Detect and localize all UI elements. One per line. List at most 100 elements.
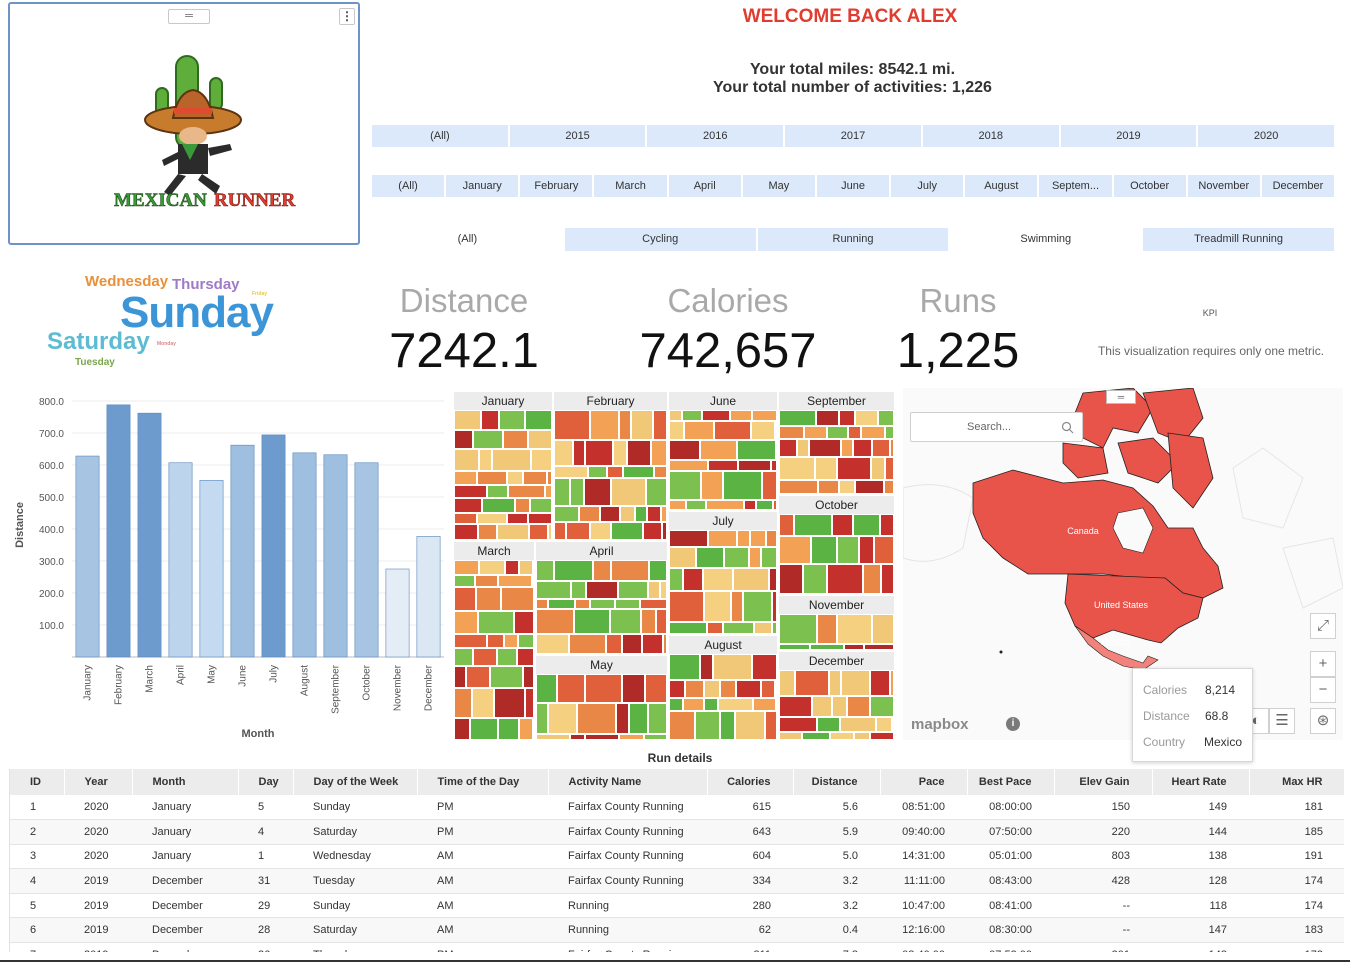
treemap-cell[interactable]	[708, 530, 737, 547]
treemap-cell[interactable]	[472, 688, 494, 718]
year-filter-option[interactable]: 2018	[922, 125, 1061, 147]
treemap-cell[interactable]	[536, 609, 574, 634]
fullscreen-icon[interactable]: ⤢	[1310, 613, 1336, 639]
treemap-cell[interactable]	[832, 696, 847, 717]
treemap-cell[interactable]	[635, 506, 647, 522]
bar-january[interactable]	[75, 455, 100, 658]
treemap-cell[interactable]	[779, 480, 818, 494]
month-filter-option[interactable]: April	[668, 175, 743, 197]
treemap-cell[interactable]	[669, 568, 683, 591]
reset-orientation-icon[interactable]: ⊛	[1310, 708, 1336, 734]
treemap-cell[interactable]	[505, 560, 519, 575]
treemap-cell[interactable]	[498, 718, 519, 740]
treemap-cell[interactable]	[530, 498, 552, 513]
treemap-cell[interactable]	[753, 698, 776, 711]
treemap-cell[interactable]	[863, 564, 881, 594]
treemap-cell[interactable]	[477, 513, 507, 524]
treemap-cell[interactable]	[809, 439, 841, 457]
treemap-cell[interactable]	[839, 480, 855, 494]
treemap-cell[interactable]	[735, 711, 765, 740]
treemap-cell[interactable]	[585, 440, 613, 466]
column-header[interactable]: Pace	[880, 769, 968, 795]
treemap-cell[interactable]	[853, 439, 872, 457]
treemap-cell[interactable]	[531, 449, 552, 471]
treemap-cell[interactable]	[870, 732, 894, 740]
treemap-cell[interactable]	[554, 410, 590, 440]
column-header[interactable]: Activity Name	[548, 769, 708, 795]
column-header[interactable]: Best Pace	[967, 769, 1055, 795]
treemap-cell[interactable]	[523, 471, 547, 485]
treemap-cell[interactable]	[536, 703, 548, 734]
treemap-cell[interactable]	[872, 439, 890, 457]
treemap-cell[interactable]	[751, 421, 775, 440]
treemap-cell[interactable]	[844, 644, 864, 650]
treemap-cell[interactable]	[487, 485, 508, 498]
column-header[interactable]: Distance	[793, 769, 881, 795]
treemap-cell[interactable]	[720, 680, 736, 698]
treemap-cell[interactable]	[669, 547, 696, 568]
treemap-cell[interactable]	[752, 654, 777, 680]
treemap-cell[interactable]	[704, 698, 718, 711]
treemap-cell[interactable]	[779, 439, 797, 457]
treemap-cell[interactable]	[585, 734, 619, 740]
month-filter-option[interactable]: January	[446, 175, 521, 197]
treemap-cell[interactable]	[627, 440, 651, 466]
treemap-cell[interactable]	[700, 440, 737, 460]
treemap-cell[interactable]	[607, 466, 623, 478]
treemap-cell[interactable]	[528, 513, 552, 524]
column-header[interactable]: Calories	[707, 769, 794, 795]
treemap-cell[interactable]	[622, 674, 645, 703]
treemap-cell[interactable]	[810, 644, 844, 650]
treemap-cell[interactable]	[519, 560, 533, 575]
treemap-month[interactable]: April	[536, 542, 667, 654]
treemap-cell[interactable]	[554, 466, 588, 478]
treemap-cell[interactable]	[644, 734, 667, 740]
treemap-cell[interactable]	[570, 478, 584, 506]
bar-march[interactable]	[137, 412, 162, 658]
treemap-cell[interactable]	[615, 599, 640, 609]
treemap-cell[interactable]	[733, 568, 769, 591]
treemap-cell[interactable]	[765, 711, 777, 740]
treemap-cell[interactable]	[737, 440, 776, 460]
treemap-cell[interactable]	[890, 439, 894, 457]
treemap-cell[interactable]	[648, 703, 667, 734]
treemap-cell[interactable]	[575, 599, 590, 609]
wordcloud-word[interactable]: Monday	[157, 341, 176, 347]
treemap-cell[interactable]	[622, 634, 642, 654]
year-filter-option[interactable]: 2019	[1060, 125, 1199, 147]
treemap-cell[interactable]	[812, 696, 832, 717]
treemap-month[interactable]: March	[454, 542, 534, 740]
treemap-cell[interactable]	[499, 410, 525, 430]
treemap-cell[interactable]	[772, 622, 777, 634]
treemap-cell[interactable]	[816, 410, 839, 426]
treemap-month[interactable]: June	[669, 392, 777, 510]
treemap-cell[interactable]	[718, 698, 753, 711]
treemap-cell[interactable]	[519, 718, 533, 740]
treemap-cell[interactable]	[854, 732, 870, 740]
treemap-cell[interactable]	[586, 581, 618, 599]
treemap-month[interactable]: August	[669, 636, 777, 740]
treemap-cell[interactable]	[683, 698, 704, 711]
treemap-cell[interactable]	[600, 506, 620, 522]
treemap-cell[interactable]	[743, 591, 772, 622]
treemap-cell[interactable]	[779, 536, 811, 564]
treemap-cell[interactable]	[536, 734, 570, 740]
treemap-cell[interactable]	[818, 480, 839, 494]
treemap-cell[interactable]	[533, 560, 534, 575]
treemap-cell[interactable]	[703, 568, 733, 591]
treemap-cell[interactable]	[623, 466, 654, 478]
table-row[interactable]: 6 2019 December 28 Saturday AM Running 62 0.4 12:…	[10, 917, 1344, 944]
treemap-cell[interactable]	[731, 591, 743, 622]
treemap-cell[interactable]	[840, 717, 876, 732]
treemap-cell[interactable]	[536, 674, 557, 703]
treemap-cell[interactable]	[832, 514, 853, 536]
treemap-cell[interactable]	[724, 547, 749, 568]
treemap-cell[interactable]	[454, 648, 473, 666]
treemap-cell[interactable]	[470, 718, 498, 740]
treemap-cell[interactable]	[507, 513, 528, 524]
table-row[interactable]: 5 2019 December 29 Sunday AM Running 280 3.2 10:4…	[10, 893, 1344, 919]
treemap-cell[interactable]	[761, 547, 777, 568]
logo-panel[interactable]: ═ ⋮ MEXICAN RUNNER	[8, 2, 360, 245]
treemap-cell[interactable]	[779, 514, 794, 536]
zoom-in-button[interactable]: +	[1310, 651, 1336, 677]
